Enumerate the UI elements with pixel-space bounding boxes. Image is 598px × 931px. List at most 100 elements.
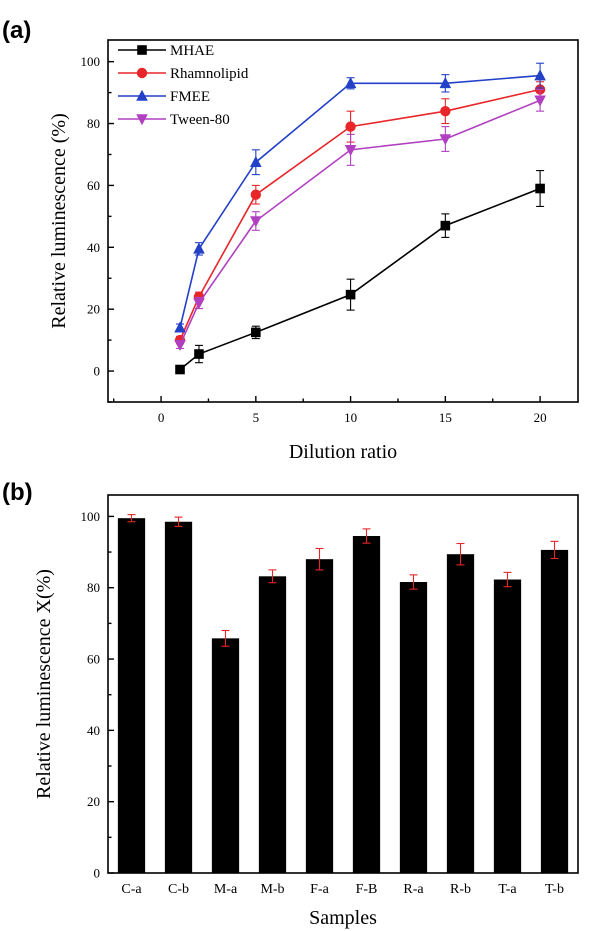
panel-b-bars <box>117 514 569 873</box>
bar <box>399 582 428 873</box>
category-label: C-b <box>168 882 189 897</box>
bar <box>493 579 522 873</box>
data-point <box>439 77 452 89</box>
category-label: T-a <box>498 882 517 897</box>
bar <box>117 518 146 873</box>
category-label: M-a <box>214 882 238 897</box>
x-tick-label: 20 <box>534 410 547 425</box>
legend-label: MHAE <box>170 43 214 59</box>
series-tween-80 <box>174 88 546 352</box>
category-label: R-a <box>403 882 424 897</box>
legend-entry: Rhamnolipid <box>118 66 249 82</box>
data-point <box>440 220 451 231</box>
category-label: M-b <box>260 882 284 897</box>
data-point <box>194 349 204 359</box>
x-tick-label: 15 <box>439 410 452 425</box>
bar-m-b <box>258 569 287 873</box>
panel-b-plot-frame <box>107 494 579 874</box>
y-tick-label: 0 <box>94 866 101 881</box>
bar-m-a <box>211 629 240 873</box>
bar <box>540 549 569 873</box>
bar-c-b <box>164 516 193 873</box>
panel-a-series <box>174 62 546 375</box>
data-point <box>535 183 545 194</box>
data-point <box>250 216 262 228</box>
bar-t-a <box>493 571 522 873</box>
legend-label: Tween-80 <box>170 112 230 128</box>
x-tick-label: 10 <box>344 410 357 425</box>
panel-a-plot-frame <box>107 39 579 403</box>
y-tick-label: 60 <box>87 178 100 193</box>
panel-a-x-axis-title: Dilution ratio <box>289 441 397 463</box>
y-tick-label: 60 <box>87 652 100 667</box>
legend-entry: Tween-80 <box>118 112 230 128</box>
bar <box>258 576 287 873</box>
panel-a-y-axis-title: Relative luminescence (%) <box>48 113 70 328</box>
data-point <box>193 242 205 254</box>
bar-r-a <box>399 574 428 873</box>
series-line <box>179 74 541 328</box>
legend-entry: FMEE <box>118 89 210 105</box>
panel-b-bar-chart: (b) 0 20 40 60 80 100 C-a C-b M-a M-b F-a F-B R-a R-b… <box>2 479 579 929</box>
category-label: T-b <box>545 882 564 897</box>
panel-b-ticks: 0 20 40 60 80 100 C-a C-b M-a M-b F-a F-B R-a R-b T-a T… <box>81 509 564 897</box>
data-point <box>440 105 451 117</box>
x-tick-label: 0 <box>158 410 165 425</box>
y-tick-label: 20 <box>87 302 100 317</box>
series-fmee <box>174 62 546 333</box>
category-label: F-a <box>310 882 329 897</box>
bar <box>352 536 381 873</box>
bar <box>446 554 475 873</box>
panel-a-legend: MHAE Rhamnolipid FMEE Tween-80 <box>118 43 249 128</box>
bar-f-b <box>352 528 381 873</box>
y-tick-label: 100 <box>81 509 101 524</box>
bar <box>164 521 193 873</box>
data-point <box>534 69 546 81</box>
series-mhae <box>175 170 545 375</box>
legend-marker <box>136 89 148 101</box>
panel-a-label: (a) <box>2 17 31 44</box>
legend-marker <box>137 45 147 55</box>
data-point <box>345 121 356 132</box>
legend-label: Rhamnolipid <box>170 66 249 82</box>
data-point <box>175 364 185 375</box>
data-point <box>251 327 261 338</box>
data-point <box>345 289 356 300</box>
bar-r-b <box>446 542 475 873</box>
legend-marker <box>136 67 148 79</box>
bar-f-a <box>305 547 334 873</box>
y-tick-label: 40 <box>87 723 100 738</box>
y-tick-label: 20 <box>87 794 100 809</box>
data-point <box>344 77 357 89</box>
data-point <box>174 339 186 352</box>
y-tick-label: 0 <box>94 364 101 379</box>
panel-a-ticks: 0 20 40 60 80 100 0 5 10 15 20 <box>81 54 547 425</box>
y-tick-label: 100 <box>81 54 101 69</box>
bar <box>211 638 240 873</box>
series-line <box>179 187 541 371</box>
data-point <box>250 189 262 200</box>
category-label: C-a <box>121 882 142 897</box>
category-label: F-B <box>356 882 378 897</box>
data-point <box>439 134 452 146</box>
legend-entry: MHAE <box>118 43 214 59</box>
panel-b-x-axis-title: Samples <box>309 907 377 929</box>
x-tick-label: 5 <box>253 410 260 425</box>
data-point <box>193 298 205 310</box>
legend-marker <box>136 114 148 126</box>
data-point <box>174 321 186 333</box>
legend-label: FMEE <box>170 89 210 105</box>
series-line <box>179 99 541 346</box>
y-tick-label: 80 <box>87 116 100 131</box>
data-point <box>250 155 262 168</box>
bar-c-a <box>117 514 146 873</box>
data-point <box>534 95 546 107</box>
data-point <box>344 145 357 157</box>
series-line <box>179 88 541 341</box>
category-label: R-b <box>450 882 471 897</box>
panel-b-y-axis-title: Relative luminescence X(%) <box>33 569 55 799</box>
bar-t-b <box>540 540 569 873</box>
panel-b-label: (b) <box>2 479 33 506</box>
